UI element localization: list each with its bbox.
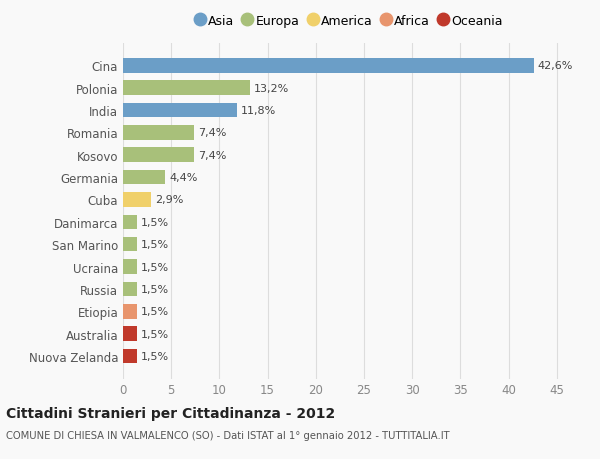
Text: Cittadini Stranieri per Cittadinanza - 2012: Cittadini Stranieri per Cittadinanza - 2… [6, 406, 335, 420]
Text: 7,4%: 7,4% [198, 128, 227, 138]
Bar [123, 59, 533, 73]
Bar [123, 260, 137, 274]
Text: 1,5%: 1,5% [142, 240, 169, 250]
Bar [123, 81, 250, 95]
Text: 1,5%: 1,5% [142, 329, 169, 339]
Text: 42,6%: 42,6% [538, 61, 573, 71]
Legend: Asia, Europa, America, Africa, Oceania: Asia, Europa, America, Africa, Oceania [193, 11, 506, 32]
Text: 11,8%: 11,8% [241, 106, 276, 116]
Bar [123, 126, 194, 140]
Text: 1,5%: 1,5% [142, 307, 169, 317]
Text: 13,2%: 13,2% [254, 84, 289, 93]
Text: 1,5%: 1,5% [142, 262, 169, 272]
Bar [123, 148, 194, 162]
Text: 2,9%: 2,9% [155, 195, 183, 205]
Text: 4,4%: 4,4% [169, 173, 197, 183]
Bar [123, 282, 137, 297]
Bar [123, 215, 137, 230]
Text: 1,5%: 1,5% [142, 351, 169, 361]
Bar [123, 349, 137, 364]
Text: 1,5%: 1,5% [142, 284, 169, 294]
Text: 7,4%: 7,4% [198, 151, 227, 160]
Bar [123, 170, 166, 185]
Text: COMUNE DI CHIESA IN VALMALENCO (SO) - Dati ISTAT al 1° gennaio 2012 - TUTTITALIA: COMUNE DI CHIESA IN VALMALENCO (SO) - Da… [6, 431, 449, 441]
Bar [123, 193, 151, 207]
Bar [123, 103, 237, 118]
Bar [123, 327, 137, 341]
Bar [123, 237, 137, 252]
Text: 1,5%: 1,5% [142, 217, 169, 227]
Bar [123, 304, 137, 319]
